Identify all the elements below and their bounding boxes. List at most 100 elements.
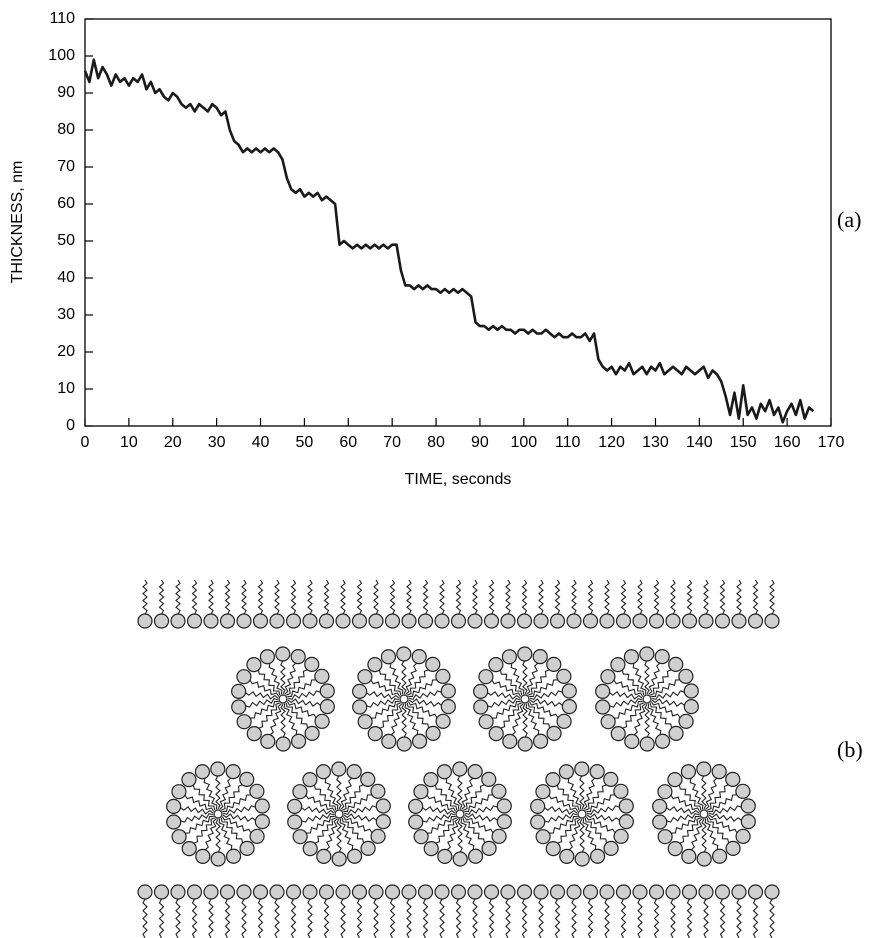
lipid-tail (649, 702, 673, 729)
lipid-head (413, 784, 429, 800)
lipid-head (153, 613, 170, 629)
lipid-tail (651, 690, 685, 701)
lipid-tail (511, 703, 524, 736)
lipid-tail (521, 579, 528, 615)
lipid-tail (268, 663, 283, 695)
lipid-head (654, 733, 671, 749)
lipid-tail (340, 579, 346, 615)
lipid-tail (301, 805, 335, 815)
lipid-tail (769, 898, 775, 938)
lipid-head (370, 783, 386, 799)
lipid-tail (274, 579, 280, 615)
lipid-head (290, 649, 306, 665)
lipid-head (252, 613, 269, 629)
y-tick-label: 70 (57, 158, 75, 175)
lipid-tail (274, 898, 280, 938)
lipid-tail (472, 579, 478, 615)
lipid-head (546, 725, 562, 741)
lipid-tail (647, 703, 662, 735)
lipid-tail (500, 702, 523, 729)
lipid-tail (208, 579, 214, 615)
lipid-tail (455, 579, 462, 615)
lipid-head (589, 848, 606, 864)
lipid-tail (455, 898, 462, 938)
lipid-head (714, 884, 731, 900)
lipid-tail (191, 898, 198, 938)
lipid-head (533, 613, 549, 629)
lipid-head (331, 761, 347, 777)
lipid-tail (525, 703, 540, 735)
lipid-head (210, 761, 226, 777)
lipid-head (219, 613, 236, 629)
lipid-tail (184, 794, 215, 812)
lipid-tail (653, 579, 660, 615)
plot-frame (84, 18, 832, 427)
lipid-tail (307, 579, 313, 615)
lipid-tail (704, 818, 719, 850)
lipid-head (624, 733, 640, 749)
lipid-head (652, 798, 668, 814)
lipid-tail (422, 579, 429, 615)
lipid-tail (287, 698, 321, 708)
lipid-head (610, 657, 626, 673)
lipid-tail (142, 898, 148, 938)
lipid-tail (241, 579, 247, 615)
lipid-head (367, 657, 383, 673)
lipid-head (370, 828, 386, 844)
lipid-tail (339, 818, 354, 850)
lipid-head (417, 613, 434, 629)
lipid-head (530, 798, 546, 814)
lipid-head (639, 646, 655, 662)
lipid-tail (341, 784, 364, 811)
lipid-head (517, 646, 533, 662)
lipid-tail (678, 784, 702, 811)
lipid-head (589, 764, 605, 780)
lipid-head (423, 772, 439, 788)
lipid-tail (258, 702, 281, 729)
y-tick-label: 0 (66, 417, 75, 434)
lipid-tail (439, 898, 445, 938)
lipid-tail (568, 818, 581, 851)
lipid-tail (222, 805, 256, 816)
x-axis-label: TIME, seconds (405, 471, 512, 488)
lipid-tail (366, 690, 400, 700)
lipid-tail (336, 818, 342, 853)
micelle-diagram (137, 579, 780, 938)
lipid-head (292, 784, 308, 800)
lipid-tail (528, 701, 559, 719)
lipid-tail (180, 812, 214, 823)
lipid-head (648, 884, 665, 900)
lipid-head (417, 884, 434, 900)
lipid-tail (632, 663, 647, 695)
lipid-tail (245, 690, 279, 700)
lipid-tail (462, 817, 486, 844)
x-tick-label: 130 (642, 434, 669, 451)
lipid-head (352, 683, 368, 699)
lipid-head (413, 829, 429, 845)
lipid-head (346, 848, 363, 864)
lipid-head (574, 851, 590, 867)
lipid-head (319, 683, 335, 699)
lipid-tail (651, 679, 680, 698)
lipid-tail (401, 703, 407, 738)
lipid-head (731, 613, 747, 629)
lipid-head (231, 683, 247, 699)
lipid-tail (614, 700, 643, 719)
lipid-tail (666, 805, 700, 815)
lipid-head (561, 699, 577, 715)
lipid-tail (408, 679, 437, 698)
lipid-head (599, 613, 615, 629)
lipid-head (137, 884, 153, 900)
y-tick-label: 30 (57, 306, 75, 323)
lipid-tail (224, 898, 231, 938)
lipid-tail (406, 579, 412, 615)
lipid-tail (287, 679, 316, 698)
lipid-head (435, 668, 451, 684)
lipid-tail (285, 669, 308, 696)
lipid-head (452, 851, 468, 867)
lipid-head (352, 699, 368, 715)
x-tick-label: 60 (339, 434, 357, 451)
lipid-head (269, 884, 285, 900)
lipid-head (260, 733, 276, 749)
